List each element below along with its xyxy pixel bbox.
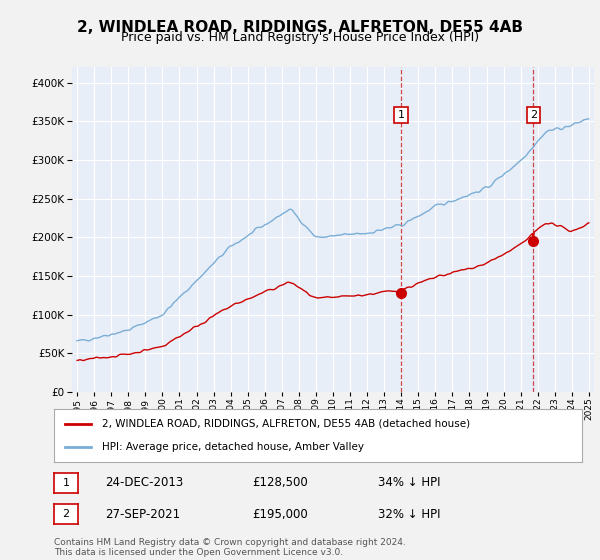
Text: 2, WINDLEA ROAD, RIDDINGS, ALFRETON, DE55 4AB (detached house): 2, WINDLEA ROAD, RIDDINGS, ALFRETON, DE5…: [101, 419, 470, 429]
Text: 2: 2: [530, 110, 537, 120]
Text: 1: 1: [397, 110, 404, 120]
Text: 24-DEC-2013: 24-DEC-2013: [105, 476, 183, 489]
Text: 34% ↓ HPI: 34% ↓ HPI: [378, 476, 440, 489]
Text: HPI: Average price, detached house, Amber Valley: HPI: Average price, detached house, Ambe…: [101, 442, 364, 452]
Text: 27-SEP-2021: 27-SEP-2021: [105, 507, 180, 521]
Text: £128,500: £128,500: [252, 476, 308, 489]
Text: 2: 2: [62, 509, 70, 519]
Text: 32% ↓ HPI: 32% ↓ HPI: [378, 507, 440, 521]
Text: 1: 1: [62, 478, 70, 488]
Text: £195,000: £195,000: [252, 507, 308, 521]
Text: Price paid vs. HM Land Registry's House Price Index (HPI): Price paid vs. HM Land Registry's House …: [121, 31, 479, 44]
Text: 2, WINDLEA ROAD, RIDDINGS, ALFRETON, DE55 4AB: 2, WINDLEA ROAD, RIDDINGS, ALFRETON, DE5…: [77, 20, 523, 35]
Text: Contains HM Land Registry data © Crown copyright and database right 2024.
This d: Contains HM Land Registry data © Crown c…: [54, 538, 406, 557]
